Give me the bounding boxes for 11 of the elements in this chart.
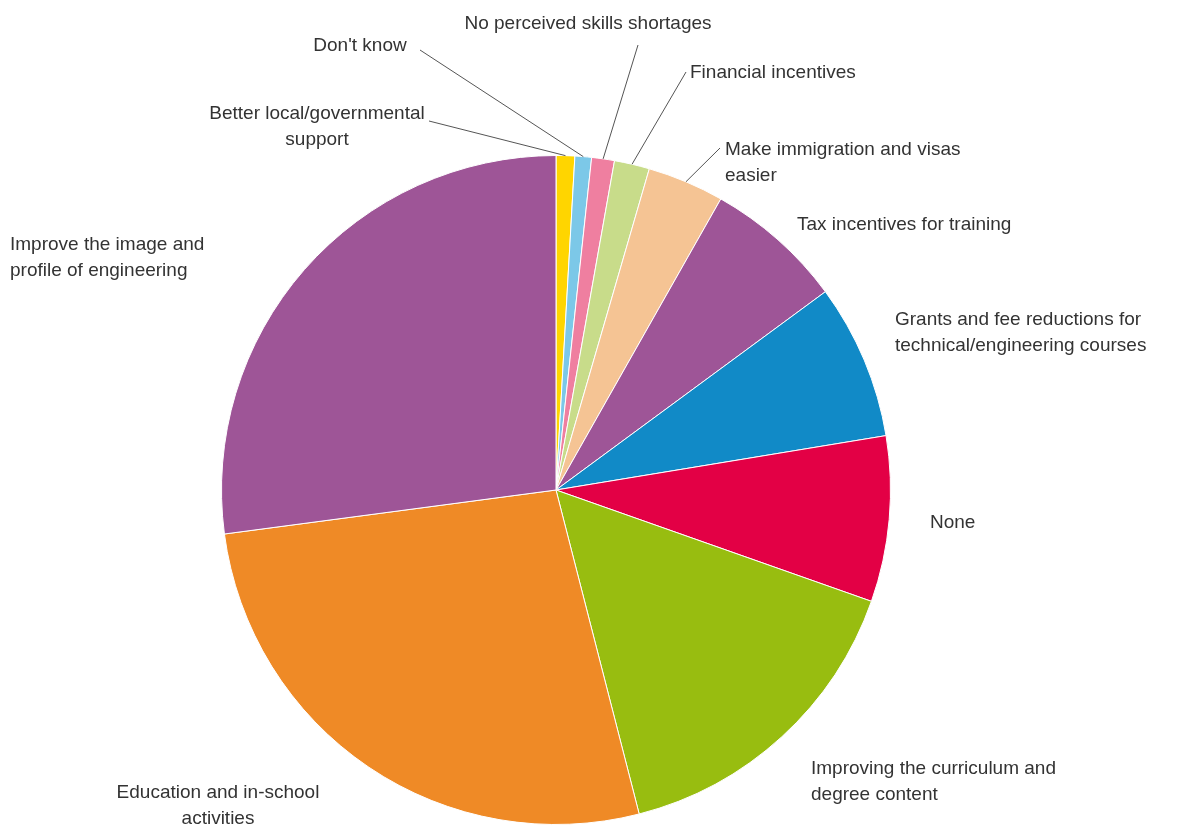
slice-label: Tax incentives for training xyxy=(797,213,1012,234)
slice-label: Improving the curriculum and degree content xyxy=(811,757,1056,804)
slice-label: Improve the image and profile of engineering xyxy=(10,233,205,280)
slice-label: No perceived skills shortages xyxy=(464,12,712,33)
slice-label: Better local/governmental support xyxy=(209,102,425,149)
slice-label: Financial incentives xyxy=(690,61,856,82)
slice-label: Grants and fee reductions for technical/engineering courses xyxy=(895,308,1147,355)
slice-label: Don't know xyxy=(313,34,407,55)
slice-label: None xyxy=(930,511,976,532)
slice-label: Education and in-school activities xyxy=(116,781,320,827)
slice-label: Make immigration and visas easier xyxy=(725,138,961,185)
